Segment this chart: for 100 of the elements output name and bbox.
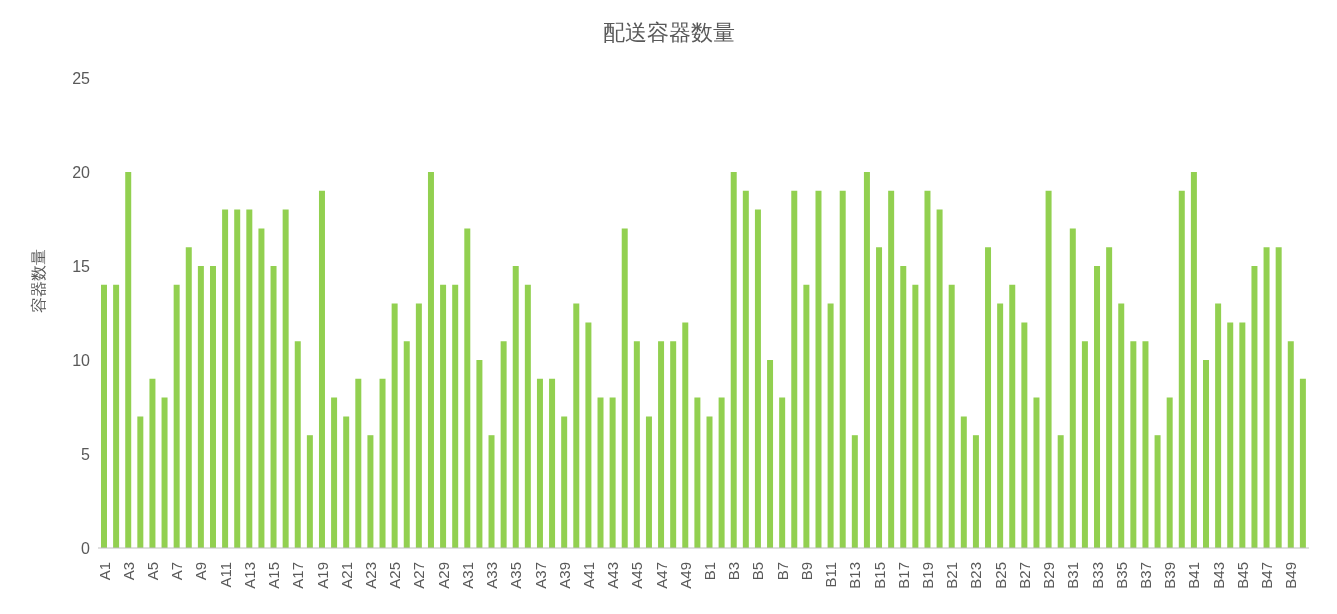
bar — [149, 378, 156, 548]
x-tick-label: B49 — [1282, 562, 1300, 589]
bar — [500, 341, 507, 548]
bar — [185, 247, 192, 548]
bar — [597, 397, 604, 548]
bar — [682, 322, 689, 548]
x-tick-label: A23 — [361, 562, 379, 589]
bar — [524, 284, 531, 548]
bar — [197, 266, 204, 548]
y-tick-label: 5 — [81, 445, 91, 463]
bar — [803, 284, 810, 548]
bar — [888, 190, 895, 548]
x-tick-label: A39 — [555, 562, 573, 589]
bar — [1275, 247, 1282, 548]
bar — [234, 209, 241, 548]
bar — [464, 228, 471, 548]
bar — [1178, 190, 1185, 548]
bar — [900, 266, 907, 548]
x-tick-label: B37 — [1137, 562, 1155, 589]
x-tick-label: A3 — [119, 562, 137, 581]
bar — [609, 397, 616, 548]
bar — [633, 341, 640, 548]
y-tick-label: 0 — [81, 539, 91, 557]
bar — [367, 435, 374, 548]
bar — [536, 378, 543, 548]
bar — [658, 341, 665, 548]
bar — [997, 303, 1004, 548]
bar — [113, 284, 120, 548]
bar — [415, 303, 422, 548]
bar — [972, 435, 979, 548]
bar — [125, 172, 132, 548]
bar — [101, 284, 107, 548]
bar — [1203, 360, 1210, 548]
bar — [391, 303, 398, 548]
bar — [670, 341, 677, 548]
bar — [1045, 190, 1052, 548]
x-tick-label: A47 — [652, 562, 670, 589]
bar — [1142, 341, 1149, 548]
bar — [1251, 266, 1258, 548]
bar — [1287, 341, 1294, 548]
x-tick-label: B23 — [967, 562, 985, 589]
x-tick-label: A33 — [483, 562, 501, 589]
bar — [621, 228, 628, 548]
x-tick-label: A7 — [168, 562, 186, 581]
bar — [573, 303, 580, 548]
x-tick-label: A1 — [95, 562, 113, 581]
bar — [270, 266, 277, 548]
bar — [512, 266, 519, 548]
x-tick-label: A37 — [531, 562, 549, 589]
bar — [1263, 247, 1270, 548]
bar — [1094, 266, 1101, 548]
bar — [827, 303, 834, 548]
x-tick-label: B7 — [773, 562, 791, 581]
x-tick-label: A29 — [434, 562, 452, 589]
x-tick-label: B1 — [701, 562, 719, 581]
x-tick-label: B11 — [822, 562, 840, 588]
x-tick-label: A41 — [579, 562, 597, 589]
bar — [779, 397, 786, 548]
y-tick-label: 20 — [72, 163, 91, 181]
bar — [718, 397, 725, 548]
bar — [173, 284, 180, 548]
x-tick-label: A35 — [507, 562, 525, 589]
bar — [1154, 435, 1161, 548]
bar — [1033, 397, 1040, 548]
x-tick-label: B35 — [1112, 562, 1130, 589]
bar — [331, 397, 338, 548]
x-tick-label: A9 — [192, 562, 210, 581]
bar — [343, 416, 350, 548]
bar — [1215, 303, 1222, 548]
bar — [561, 416, 568, 548]
bar — [1057, 435, 1064, 548]
bar — [1106, 247, 1113, 548]
chart-title: 配送容器数量 — [601, 19, 736, 47]
bar — [282, 209, 289, 548]
bar — [488, 435, 495, 548]
bar — [258, 228, 265, 548]
x-tick-label: A19 — [313, 562, 331, 589]
x-tick-label: A13 — [240, 562, 258, 589]
x-tick-label: B19 — [919, 562, 937, 589]
bar — [403, 341, 410, 548]
bar — [754, 209, 761, 548]
bar — [306, 435, 313, 548]
x-tick-label: A27 — [410, 562, 428, 589]
x-tick-label: B21 — [943, 562, 961, 589]
y-tick-label: 15 — [72, 257, 91, 275]
x-tick-label: A17 — [289, 562, 307, 589]
x-tick-label: B3 — [725, 562, 743, 581]
bar — [839, 190, 846, 548]
bar — [1118, 303, 1125, 548]
x-tick-label: B13 — [846, 562, 864, 589]
bar — [1299, 378, 1306, 548]
x-tick-label: B43 — [1209, 562, 1227, 589]
bar — [585, 322, 592, 548]
x-tick-label: B29 — [1040, 562, 1058, 589]
x-tick-label: A49 — [676, 562, 694, 589]
x-tick-label: B47 — [1258, 562, 1276, 589]
bar — [960, 416, 967, 548]
bar — [1021, 322, 1028, 548]
x-tick-label: B15 — [870, 562, 888, 589]
x-tick-label: A5 — [143, 562, 161, 581]
